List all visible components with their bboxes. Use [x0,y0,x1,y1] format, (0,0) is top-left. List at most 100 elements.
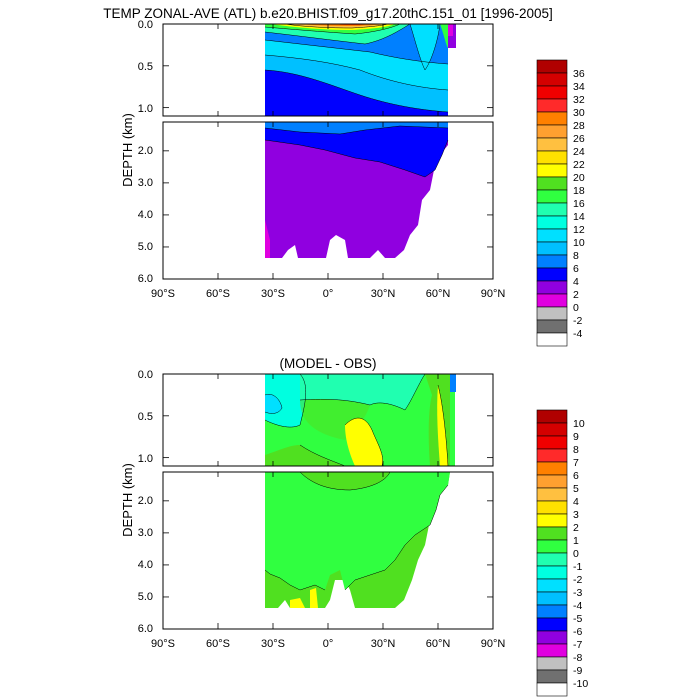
colorbar-label: 18 [573,185,585,197]
temp-upper-yticks: 0.0 0.5 1.0 [138,19,153,115]
x-tick-label: 90°S [151,288,175,300]
colorbar-label: 0 [573,302,579,314]
y-tick-label: 5.0 [138,241,153,253]
y-tick-label: 0.0 [138,19,153,31]
colorbar-label: 12 [573,224,585,236]
colorbar-label: -7 [573,639,582,651]
diff-title: (MODEL - OBS) [279,356,376,371]
panel-model-minus-obs: (MODEL - OBS) [120,356,588,697]
colorbar-swatch [536,98,568,113]
diff-xticks: 90°S 60°S 30°S 0° 30°N 60°N 90°N [151,638,505,650]
colorbar-label: 7 [573,457,579,469]
y-tick-label: 6.0 [138,273,153,285]
axis-ticks [162,23,494,630]
x-tick-label: 0° [323,288,334,300]
x-tick-label: 90°N [481,638,506,650]
colorbar-label: -6 [573,626,582,638]
x-tick-label: 30°S [261,288,285,300]
colorbar-swatch [536,306,568,321]
colorbar-swatch [536,461,568,476]
colorbar-swatch [536,643,568,658]
colorbar-label: 34 [573,81,585,93]
colorbar-swatch [536,552,568,567]
colorbar-swatch [536,604,568,619]
colorbar-swatch [536,591,568,606]
colorbar-label: -8 [573,652,582,664]
x-tick-label: 60°S [206,638,230,650]
colorbar-swatch [536,267,568,282]
colorbar-swatch [536,319,568,334]
colorbar-label: 28 [573,120,585,132]
colorbar-label: 2 [573,289,579,301]
colorbar-label: -3 [573,587,582,599]
colorbar-swatch [536,202,568,217]
colorbar-swatch [536,215,568,230]
y-tick-label: 3.0 [138,527,153,539]
colorbar-swatch [536,280,568,295]
colorbar-label: 1 [573,535,579,547]
colorbar-label: -4 [573,600,582,612]
colorbar-swatch [536,422,568,437]
colorbar-swatch [536,656,568,671]
colorbar-swatch [536,241,568,256]
colorbar-label: -10 [573,678,588,690]
colorbar-swatch [536,487,568,502]
colorbar-swatch [536,513,568,528]
temp-lower-field [264,122,449,258]
temp-lower-yticks: 2.0 3.0 4.0 5.0 6.0 [138,145,153,285]
colorbar-label: 30 [573,107,585,119]
y-tick-label: 2.0 [138,145,153,157]
colorbar-label: 8 [573,250,579,262]
y-tick-label: 4.0 [138,209,153,221]
colorbar-label: 16 [573,198,585,210]
colorbar-label: 14 [573,211,585,223]
colorbar-label: 0 [573,548,579,560]
colorbar-label: 4 [573,496,579,508]
colorbar-swatch [536,474,568,489]
colorbar-swatch [536,176,568,191]
colorbar-swatch [536,448,568,463]
colorbar-swatch [536,617,568,632]
colorbar-swatch [536,137,568,152]
colorbar-swatch [536,163,568,178]
colorbar-swatch [536,228,568,243]
colorbar-swatch [536,565,568,580]
y-tick-label: 4.0 [138,559,153,571]
diff-upper-contours [264,374,449,466]
x-tick-label: 0° [323,638,334,650]
colorbar-label: 6 [573,470,579,482]
colorbar-swatch [536,124,568,139]
y-tick-label: 2.0 [138,495,153,507]
colorbar-label: 32 [573,94,585,106]
temp-upper-contours [264,24,449,113]
colorbar-label: -1 [573,561,582,573]
colorbar-swatch [536,682,568,697]
x-tick-label: 30°N [371,638,396,650]
panel-temperature: DEPTH (km) 0.0 0.5 1.0 2.0 3.0 4.0 5.0 6… [120,19,585,347]
colorbar-label: 8 [573,444,579,456]
colorbar-label: 20 [573,172,585,184]
colorbar-swatch [536,189,568,204]
diff-lower-field [264,472,450,608]
diff-upper-field [264,374,456,466]
colorbar-label: 9 [573,431,579,443]
x-tick-label: 90°S [151,638,175,650]
temp-lower-contours [264,125,449,178]
y-tick-label: 6.0 [138,623,153,635]
y-tick-label: 5.0 [138,591,153,603]
y-tick-label: 0.5 [138,61,153,73]
colorbar-swatch [536,111,568,126]
colorbar-label: -4 [573,328,582,340]
colorbar-swatch [536,578,568,593]
colorbar-label: 10 [573,237,585,249]
colorbar-label: 2 [573,522,579,534]
colorbar-swatch [536,150,568,165]
colorbar-swatch [536,85,568,100]
colorbar-label: 4 [573,276,579,288]
colorbar-label: -9 [573,665,582,677]
colorbar-swatch [536,72,568,87]
colorbar-label: 5 [573,483,579,495]
colorbar-label: -2 [573,315,582,327]
